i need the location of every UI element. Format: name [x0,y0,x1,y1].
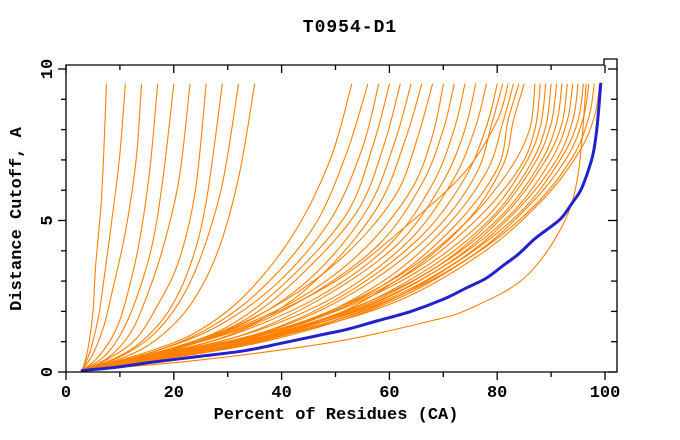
model-curve [81,83,466,372]
plot-border [65,58,618,373]
model-curve [81,83,584,372]
x-tick-label: 80 [487,384,507,403]
x-tick-label: 20 [164,384,184,403]
model-curve [81,83,143,372]
model-curve [81,83,240,372]
curves-layer [80,82,603,372]
y-tick-label: 0 [39,367,58,377]
x-tick-label: 0 [61,384,71,403]
model-curve [81,83,159,372]
model-curve [81,83,601,372]
model-curve [81,83,256,372]
model-curve [81,83,509,372]
y-axis-label: Distance Cutoff, A [8,126,27,310]
x-tick-label: 100 [590,384,621,403]
model-curve [81,83,455,372]
model-curve [81,83,223,372]
model-curve [81,83,353,372]
y-tick-label: 10 [39,59,58,79]
model-curve [81,83,191,372]
model-curve [81,83,558,372]
plot-title: T0954-D1 [303,18,397,38]
model-curve [81,83,514,372]
model-curve [81,83,477,372]
model-curve [81,83,563,372]
model-curve [81,83,590,372]
model-curve [81,83,525,372]
reference-curve [80,82,603,372]
model-curve [81,83,434,372]
model-curve [81,83,380,372]
model-curve [81,83,595,372]
model-curve [81,83,107,372]
x-tick-label: 60 [379,384,399,403]
model-curve [81,83,207,372]
model-curve [81,83,587,372]
model-curve [81,83,175,372]
model-curve [81,83,498,372]
x-tick-label: 40 [271,384,291,403]
y-tick-label: 5 [39,215,58,225]
model-curve [81,83,568,372]
axes-layer: 0 20 40 60 80 100 0 5 10 [39,58,621,403]
x-axis-label: Percent of Residues (CA) [214,406,459,425]
model-curve [81,83,126,372]
